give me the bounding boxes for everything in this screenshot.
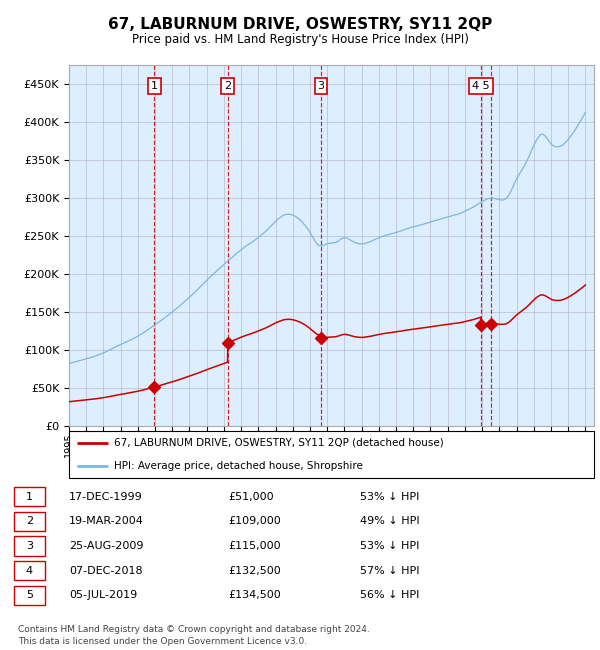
Text: 1: 1 xyxy=(26,491,33,502)
Text: 1: 1 xyxy=(151,81,158,91)
Text: £109,000: £109,000 xyxy=(228,516,281,526)
Text: Contains HM Land Registry data © Crown copyright and database right 2024.
This d: Contains HM Land Registry data © Crown c… xyxy=(18,625,370,646)
Text: 4: 4 xyxy=(26,566,33,576)
Text: 2: 2 xyxy=(224,81,231,91)
Text: 2: 2 xyxy=(26,516,33,526)
Text: 56% ↓ HPI: 56% ↓ HPI xyxy=(360,590,419,601)
Text: 67, LABURNUM DRIVE, OSWESTRY, SY11 2QP (detached house): 67, LABURNUM DRIVE, OSWESTRY, SY11 2QP (… xyxy=(113,437,443,448)
Text: 05-JUL-2019: 05-JUL-2019 xyxy=(69,590,137,601)
Text: 5: 5 xyxy=(26,590,33,601)
Text: £115,000: £115,000 xyxy=(228,541,281,551)
Text: 4 5: 4 5 xyxy=(472,81,490,91)
Text: 19-MAR-2004: 19-MAR-2004 xyxy=(69,516,144,526)
Text: 49% ↓ HPI: 49% ↓ HPI xyxy=(360,516,419,526)
Text: 17-DEC-1999: 17-DEC-1999 xyxy=(69,491,143,502)
Text: Price paid vs. HM Land Registry's House Price Index (HPI): Price paid vs. HM Land Registry's House … xyxy=(131,32,469,46)
Text: 3: 3 xyxy=(317,81,325,91)
Text: £51,000: £51,000 xyxy=(228,491,274,502)
Text: £132,500: £132,500 xyxy=(228,566,281,576)
Text: HPI: Average price, detached house, Shropshire: HPI: Average price, detached house, Shro… xyxy=(113,461,362,471)
Text: 57% ↓ HPI: 57% ↓ HPI xyxy=(360,566,419,576)
Text: 3: 3 xyxy=(26,541,33,551)
Text: 07-DEC-2018: 07-DEC-2018 xyxy=(69,566,143,576)
Text: 67, LABURNUM DRIVE, OSWESTRY, SY11 2QP: 67, LABURNUM DRIVE, OSWESTRY, SY11 2QP xyxy=(108,17,492,32)
Text: 53% ↓ HPI: 53% ↓ HPI xyxy=(360,541,419,551)
Text: £134,500: £134,500 xyxy=(228,590,281,601)
Text: 25-AUG-2009: 25-AUG-2009 xyxy=(69,541,143,551)
FancyBboxPatch shape xyxy=(69,431,594,478)
Text: 53% ↓ HPI: 53% ↓ HPI xyxy=(360,491,419,502)
